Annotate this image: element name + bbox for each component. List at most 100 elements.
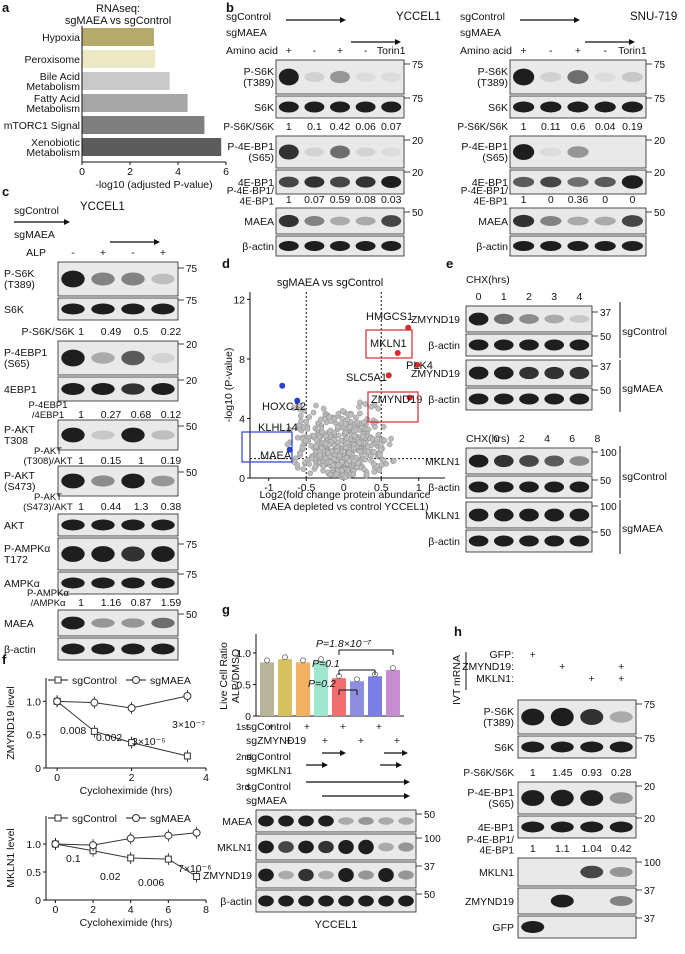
data-point [192,828,201,837]
category-label: Xenobiotic [31,137,80,149]
tick-label: 6 [165,904,171,916]
blot-band [512,144,535,160]
protein-point [335,410,342,417]
blot-label: S6K [494,742,514,754]
blot-band [569,508,590,522]
protein-point [318,445,325,451]
genotype-label: sgControl [246,781,291,793]
ordinal-label: 1st [236,722,249,733]
ratio-value: 1.16 [101,597,122,609]
mw-label: 20 [186,340,198,351]
blot-band [278,101,299,113]
blot-band [91,475,115,487]
mw-label: 50 [654,208,666,219]
ratio-value: 0.11 [541,121,561,133]
mw-label: 75 [644,734,656,745]
blot-band [298,895,314,907]
ratio-value: 1.04 [582,843,603,855]
protein-point [378,462,385,468]
data-point [183,692,192,700]
blot-strip [57,513,179,537]
ratio-value: 1 [530,767,536,779]
condition-mark: + [530,649,536,661]
blot-label: ZMYND19 [203,870,252,882]
blot-band [304,176,325,188]
ratio-value: 1 [78,409,84,421]
legend-marker [132,676,140,684]
group-label: sgControl [622,471,667,483]
protein-point [295,422,302,429]
blot-band [567,177,589,187]
protein-point [362,401,369,407]
mw-label: 75 [186,296,198,307]
arrowhead [404,779,410,785]
mw-label: 37 [600,308,612,319]
blot-band [569,315,590,323]
ratio-value: 1.45 [552,767,573,779]
mw-label: 100 [644,858,661,869]
ratio-label: P-AKT (S473)/AKT [23,492,73,513]
blot-label: β-actin [428,340,460,352]
condition-mark: + [268,721,274,733]
blot-band [91,618,115,628]
blot-label: β-actin [242,241,274,253]
blot-band [544,481,565,493]
tick-label: 0.5 [26,730,41,742]
bar-g [386,669,400,716]
mw-label: 100 [424,834,441,845]
blot-band [544,339,565,351]
point-label: KLHL14 [258,422,298,434]
mw-label: 75 [654,94,666,105]
tick-label: 2 [90,904,96,916]
data-point [183,752,191,760]
blot-band [121,546,145,562]
replicate-point [354,676,360,683]
blot-band [594,176,616,188]
bar-g [278,659,292,716]
highlight-point [279,382,286,389]
treatment-value: + [575,45,581,57]
category-label: Metabolism [26,81,80,93]
blot-band [493,313,514,325]
protein-point [317,452,324,459]
mw-label: 37 [424,862,436,873]
mw-label: 75 [644,700,656,711]
blot-band [550,707,574,727]
blot-band [519,314,539,324]
blot-band [381,147,402,157]
blot-band [121,350,145,366]
ratio-value: 0.49 [101,326,122,338]
blot-band [318,870,334,880]
blot-band [91,303,115,315]
blot-band [330,101,350,113]
bar-g [368,676,382,716]
protein-point [339,408,346,414]
tick-label: 0 [79,166,85,178]
blot-band [304,147,325,157]
blot-label: β-actin [428,394,460,406]
blot-label: GFP [492,922,514,934]
blot-band [278,176,299,188]
blot-band [621,215,644,227]
construct-label: ZMYND19: [462,661,514,673]
pvalue-annotation: 0.008 [60,725,86,737]
mw-label: 20 [654,168,666,179]
blot-band [61,546,85,562]
blot-band [569,366,590,380]
protein-point [320,463,326,469]
blot-label: P-AMPKα T172 [4,543,50,566]
highlight-point [406,394,413,401]
protein-point [306,414,312,420]
blot-band [121,519,145,531]
blot-band [91,352,115,364]
blot-band [580,821,604,833]
mw-label: 50 [186,422,198,433]
protein-point [284,441,291,448]
blot-band [121,272,145,286]
blot-band [521,790,545,806]
protein-point [343,435,350,442]
blot-band [569,339,590,351]
mw-label: 100 [600,448,617,459]
ratio-value: 0 [602,194,608,206]
